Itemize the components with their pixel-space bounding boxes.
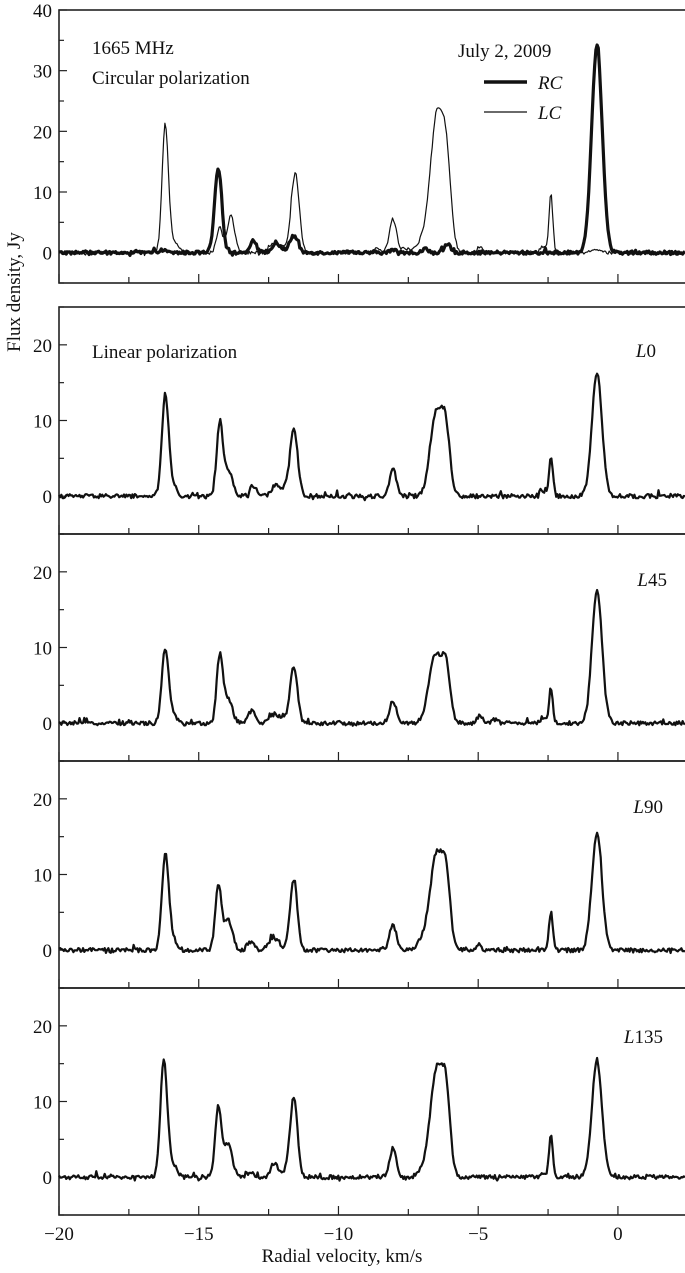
panel-label-prefix: L <box>636 570 648 591</box>
spectrum-line-l45 <box>58 588 685 727</box>
y-tick-label: 10 <box>33 412 52 433</box>
y-tick-label: 20 <box>33 790 52 811</box>
y-axis-title: Flux density, Jy <box>4 232 25 352</box>
y-tick-label: 10 <box>33 866 52 887</box>
legend: RC LC <box>484 73 563 124</box>
y-tick-label: 30 <box>33 62 52 83</box>
panel-label-suffix: 0 <box>647 341 657 362</box>
circular-polarization-label: Circular polarization <box>92 68 250 89</box>
y-tick-label: 0 <box>43 1168 53 1189</box>
spectrum-line-l0 <box>58 372 685 502</box>
panel-label-L135: L135 <box>623 1027 663 1048</box>
y-tick-label: 20 <box>33 563 52 584</box>
panel-frame <box>58 987 685 1216</box>
panel-label-suffix: 135 <box>635 1027 664 1048</box>
panels-group: 0 10 20 30 40 0 10 20 0 10 20 0 10 20 0 10 20 −20 −15 −10 −5… <box>33 1 685 1245</box>
legend-lc-label: LC <box>537 103 562 124</box>
x-axis-title: Radial velocity, km/s <box>262 1246 423 1267</box>
panel-frame <box>58 9 685 284</box>
spectrum-line-rc <box>58 43 685 257</box>
y-tick-label: 10 <box>33 183 52 204</box>
x-tick-label: −15 <box>184 1224 214 1245</box>
panel-L90: 0 10 20 <box>33 760 685 989</box>
panel-label-prefix: L <box>635 341 647 362</box>
y-tick-label: 20 <box>33 1017 52 1038</box>
panel-frame <box>58 760 685 989</box>
spectrum-line-l135 <box>58 1056 685 1182</box>
x-tick-label: −20 <box>44 1224 74 1245</box>
x-tick-label: −10 <box>324 1224 354 1245</box>
y-tick-label: 10 <box>33 639 52 660</box>
panel-label-prefix: L <box>632 797 644 818</box>
y-tick-label: 10 <box>33 1093 52 1114</box>
panel-L135: 0 10 20 <box>33 987 685 1216</box>
y-tick-label: 0 <box>43 244 53 265</box>
y-tick-label: 0 <box>43 714 53 735</box>
legend-rc-label: RC <box>537 73 563 94</box>
panel-label-prefix: L <box>623 1027 635 1048</box>
panel-L45: 0 10 20 <box>33 533 685 762</box>
panel-circular: 0 10 20 30 40 <box>33 1 685 284</box>
y-tick-label: 0 <box>43 941 53 962</box>
panel-label-L90: L90 <box>632 797 663 818</box>
y-tick-label: 20 <box>33 336 52 357</box>
x-tick-label: −5 <box>468 1224 488 1245</box>
linear-polarization-label: Linear polarization <box>92 342 238 363</box>
panel-label-suffix: 45 <box>648 570 667 591</box>
y-tick-label: 20 <box>33 122 52 143</box>
panel-label-L0: L0 <box>635 341 656 362</box>
x-tick-label: 0 <box>613 1224 623 1245</box>
y-tick-label: 40 <box>33 1 52 22</box>
spectrum-line-l90 <box>58 831 685 955</box>
panel-label-L45: L45 <box>636 570 667 591</box>
spectrum-line-lc <box>58 107 685 257</box>
panel-label-suffix: 90 <box>644 797 663 818</box>
y-tick-label: 0 <box>43 487 53 508</box>
frequency-annotation: 1665 MHz <box>92 38 174 59</box>
date-annotation: July 2, 2009 <box>458 41 551 62</box>
